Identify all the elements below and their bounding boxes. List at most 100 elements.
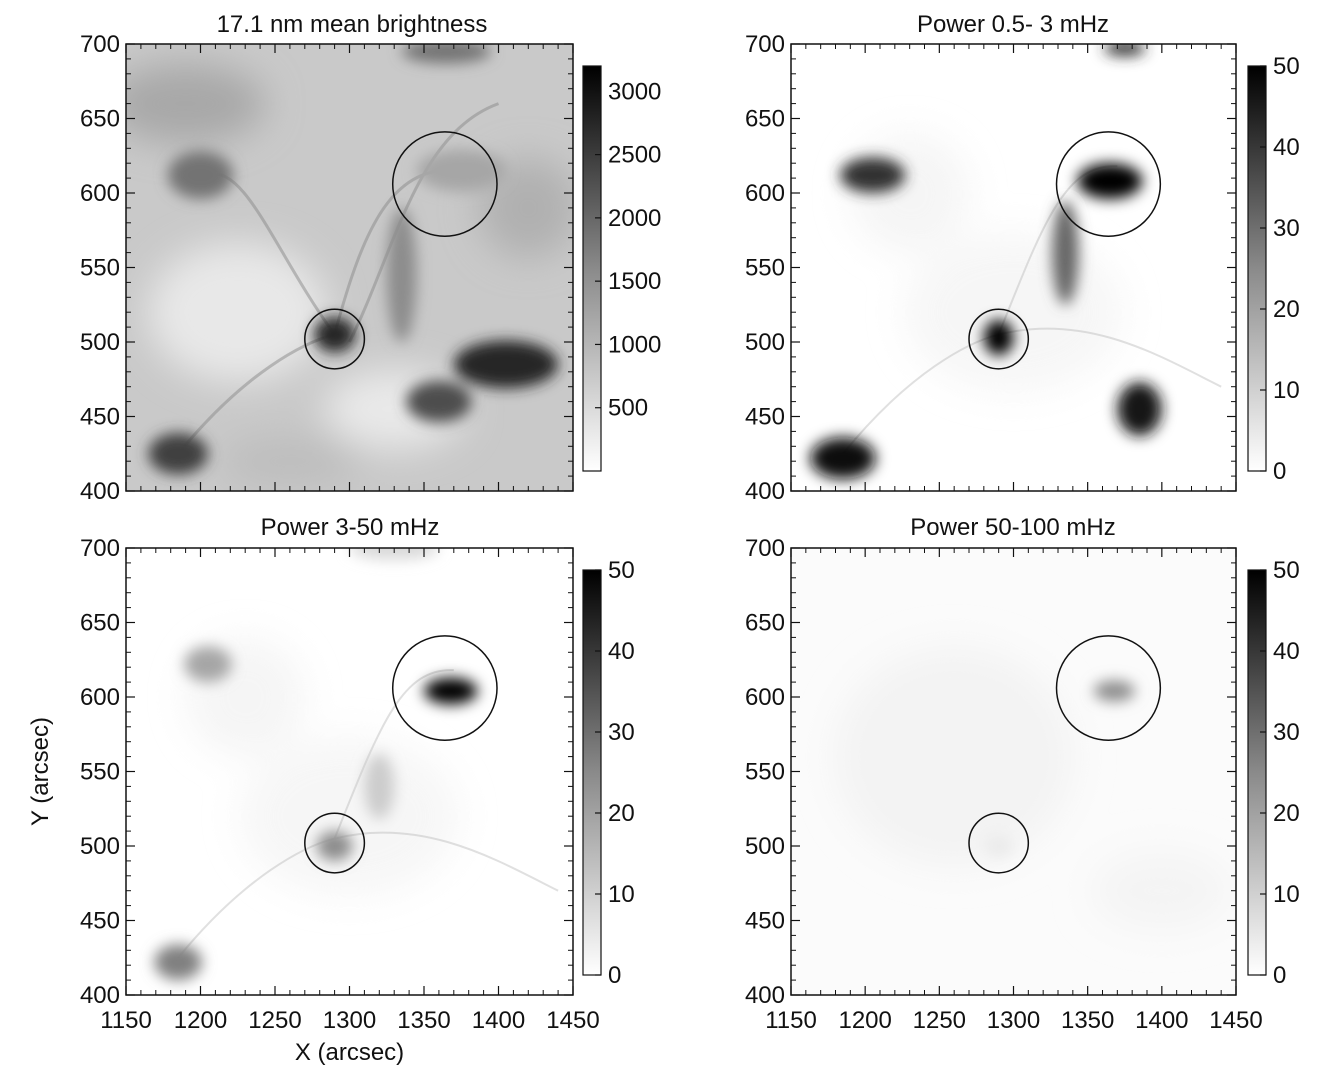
colorbar-gradient xyxy=(1247,65,1267,472)
x-axis-label: X (arcsec) xyxy=(295,1039,404,1066)
panel-1: 400 450 500 550 600 650 700 17.1 nm mean bright… xyxy=(80,11,661,505)
colorbar-tick-label: 10 xyxy=(1273,377,1300,404)
bright-feature xyxy=(316,831,353,861)
colorbar-tick-label: 10 xyxy=(608,881,635,908)
colorbar-tick-label: 30 xyxy=(1273,215,1300,242)
y-tick-label: 600 xyxy=(745,684,785,711)
y-tick-label: 500 xyxy=(80,329,120,356)
y-tick-label: 450 xyxy=(745,404,785,431)
colorbar-tick-label: 2000 xyxy=(608,205,661,232)
bright-feature xyxy=(810,437,876,480)
x-tick-label: 1250 xyxy=(913,1007,966,1034)
panel-title: Power 0.5- 3 mHz xyxy=(917,11,1109,38)
bright-feature xyxy=(386,207,417,342)
colorbar-tick-label: 20 xyxy=(1273,800,1300,827)
region-circle xyxy=(968,812,1030,874)
bright-feature xyxy=(406,380,472,423)
image-area xyxy=(126,548,573,995)
bright-feature xyxy=(424,677,478,705)
x-tick-label: 1400 xyxy=(472,1007,525,1034)
colorbar-tick-label: 0 xyxy=(1273,458,1286,485)
colorbar-tick-label: 1500 xyxy=(608,268,661,295)
colorbar-gradient xyxy=(582,569,602,976)
y-tick-label: 550 xyxy=(80,255,120,282)
panel-title: Power 50-100 mHz xyxy=(910,514,1115,541)
x-tick-label: 1150 xyxy=(100,1007,152,1034)
bright-feature xyxy=(1117,382,1162,436)
y-tick-label: 600 xyxy=(80,180,120,207)
bright-feature xyxy=(349,548,439,560)
y-tick-label: 550 xyxy=(745,255,785,282)
colorbar-tick-label: 0 xyxy=(608,962,621,989)
y-tick-label: 400 xyxy=(745,478,785,505)
bright-feature xyxy=(453,340,559,389)
panel-3: 1150 1200 1250 1300 1350 1400 1450400450500550… xyxy=(27,514,635,1066)
x-tick-label: 1450 xyxy=(546,1007,599,1034)
bright-feature xyxy=(839,157,906,193)
x-tick-label: 1300 xyxy=(987,1007,1040,1034)
colorbar-tick-label: 50 xyxy=(608,557,635,584)
colorbar-tick-label: 40 xyxy=(608,638,635,665)
bright-feature xyxy=(148,432,208,475)
region-circle xyxy=(1055,131,1162,237)
colorbar-tick-label: 3000 xyxy=(608,78,661,105)
x-tick-label: 1300 xyxy=(323,1007,376,1034)
panel-title: 17.1 nm mean brightness xyxy=(217,11,488,38)
colorbar-tick-label: 10 xyxy=(1273,881,1300,908)
region-circle xyxy=(1055,635,1162,741)
image-area xyxy=(791,44,1236,491)
y-tick-label: 650 xyxy=(80,610,120,637)
region-circle xyxy=(391,635,498,741)
y-tick-label: 450 xyxy=(745,908,785,935)
panel-4: 1150 1200 1250 1300 1350 1400 1450400450500550… xyxy=(745,514,1300,1034)
y-tick-label: 600 xyxy=(745,180,785,207)
colorbar-gradient xyxy=(582,65,602,472)
y-tick-label: 650 xyxy=(745,610,785,637)
bright-feature xyxy=(983,834,1014,858)
y-tick-label: 400 xyxy=(80,982,120,1009)
bright-feature xyxy=(1103,44,1146,56)
y-tick-label: 700 xyxy=(745,535,785,562)
colorbar-tick-label: 20 xyxy=(608,800,635,827)
y-tick-label: 500 xyxy=(80,833,120,860)
bright-feature xyxy=(1052,200,1079,305)
y-tick-label: 500 xyxy=(745,329,785,356)
y-tick-label: 500 xyxy=(745,833,785,860)
colorbar: 0 10 20 30 40 50 xyxy=(582,557,635,989)
panel-2: 400 450 500 550 600 650 700 Power 0.5- 3 mHz 0 10… xyxy=(745,11,1300,505)
colorbar: 500 1000 1500 2000 2500 3000 xyxy=(582,65,661,472)
y-tick-label: 700 xyxy=(745,31,785,58)
bright-feature xyxy=(416,149,506,192)
x-tick-label: 1350 xyxy=(1061,1007,1114,1034)
bright-feature xyxy=(1077,163,1143,199)
region-circle xyxy=(391,131,498,237)
bright-feature xyxy=(983,319,1014,356)
bright-feature xyxy=(184,646,232,683)
colorbar-tick-label: 1000 xyxy=(608,331,661,358)
panel-title: Power 3-50 mHz xyxy=(261,514,440,541)
image-area xyxy=(126,44,573,491)
region-circle xyxy=(304,812,366,874)
y-tick-label: 400 xyxy=(745,982,785,1009)
x-tick-label: 1150 xyxy=(765,1007,817,1034)
colorbar-tick-label: 2500 xyxy=(608,142,661,169)
y-tick-label: 550 xyxy=(745,759,785,786)
bright-feature xyxy=(364,753,395,820)
colorbar-gradient xyxy=(1247,569,1267,976)
colorbar: 0 10 20 30 40 50 xyxy=(1247,53,1300,485)
x-tick-label: 1250 xyxy=(248,1007,301,1034)
colorbar-tick-label: 30 xyxy=(1273,719,1300,746)
bright-feature xyxy=(1093,680,1136,702)
y-axis-label: Y (arcsec) xyxy=(27,717,54,826)
y-tick-label: 450 xyxy=(80,404,120,431)
image-area xyxy=(791,548,1236,995)
bright-feature xyxy=(313,316,356,353)
colorbar: 0 10 20 30 40 50 xyxy=(1247,557,1300,989)
colorbar-tick-label: 40 xyxy=(1273,134,1300,161)
bright-feature xyxy=(154,944,202,981)
bright-feature xyxy=(401,44,492,64)
colorbar-tick-label: 500 xyxy=(608,395,648,422)
colorbar-tick-label: 0 xyxy=(1273,962,1286,989)
colorbar-tick-label: 20 xyxy=(1273,296,1300,323)
